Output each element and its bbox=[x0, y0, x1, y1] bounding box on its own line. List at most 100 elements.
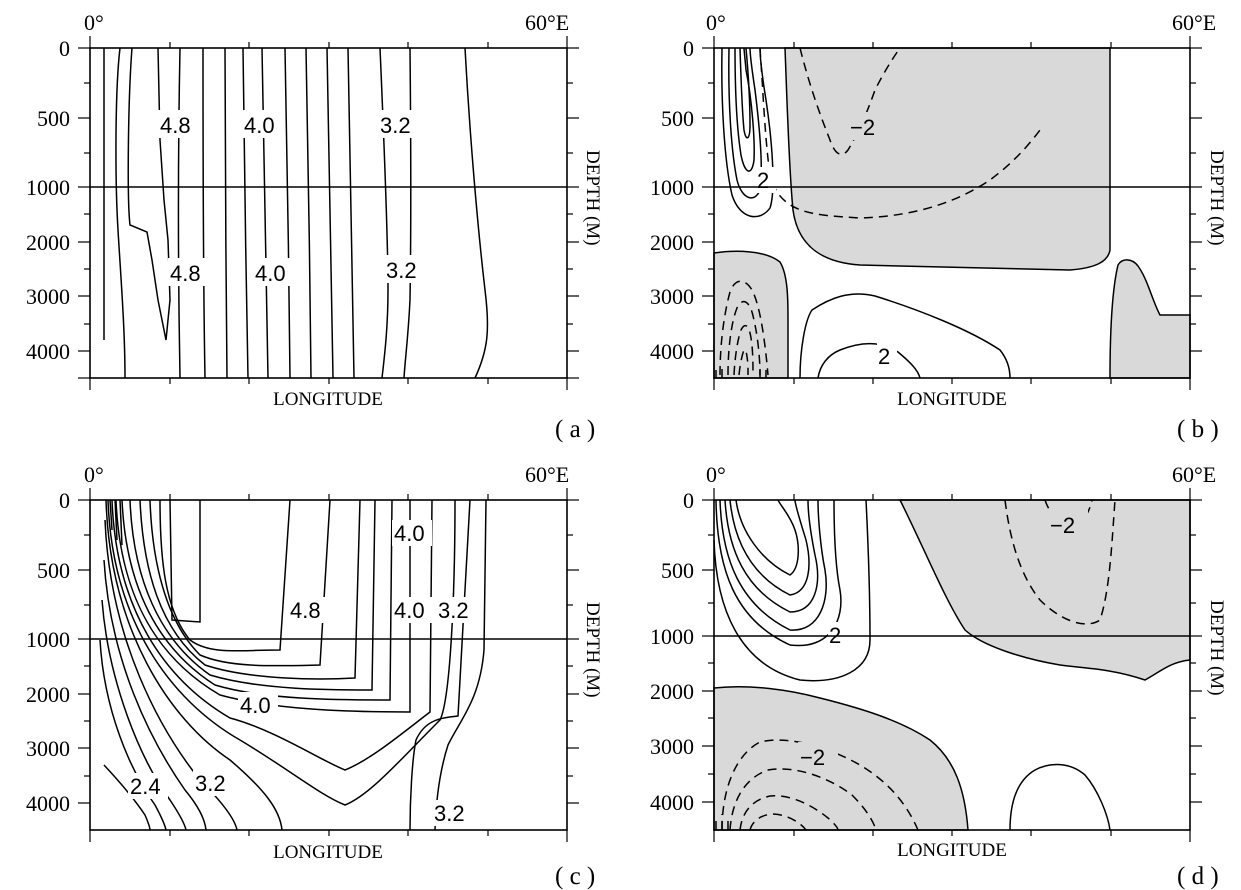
contour-label: 3.2 bbox=[434, 801, 465, 826]
axes-b bbox=[702, 36, 1202, 390]
contour-line bbox=[105, 499, 283, 831]
contour-line bbox=[817, 342, 921, 379]
contour-line bbox=[347, 47, 355, 379]
panel-c: 4.0 4.8 4.0 3.2 4.0 2.4 3.2 3.2 bbox=[26, 462, 603, 890]
axes-a bbox=[78, 36, 579, 390]
contour-line bbox=[729, 768, 877, 831]
depth-tick-label: 4000 bbox=[26, 791, 70, 816]
depth-tick-labels-a: 0 500 1000 2000 3000 4000 bbox=[26, 36, 70, 364]
panel-a: 4.8 4.0 3.2 4.8 4.0 3.2 bbox=[26, 10, 603, 443]
contour-labels-c: 4.0 4.8 4.0 3.2 4.0 2.4 3.2 3.2 bbox=[128, 520, 476, 826]
contour-label: 4.8 bbox=[160, 113, 191, 138]
contour-line bbox=[719, 499, 827, 631]
contour-label: 2.4 bbox=[130, 774, 161, 799]
contour-line bbox=[326, 47, 334, 379]
depth-tick-labels-d: 0 500 1000 2000 3000 4000 bbox=[650, 488, 694, 815]
contour-line bbox=[169, 499, 201, 623]
contour-line bbox=[739, 795, 839, 831]
contour-line bbox=[109, 499, 123, 546]
depth-tick-label: 3000 bbox=[650, 284, 694, 309]
lon-left-label: 0° bbox=[706, 10, 726, 35]
contour-line bbox=[139, 499, 361, 680]
contour-line bbox=[242, 47, 249, 379]
contour-label: 3.2 bbox=[195, 771, 226, 796]
depth-tick-label: 0 bbox=[59, 36, 70, 61]
contour-line bbox=[738, 348, 749, 376]
contour-line bbox=[149, 499, 331, 667]
depth-tick-label: 3000 bbox=[650, 734, 694, 759]
panel-label-d: ( d ) bbox=[1177, 863, 1219, 890]
depth-tick-label: 500 bbox=[37, 558, 70, 583]
contour-label: 4.0 bbox=[394, 598, 425, 623]
contour-line bbox=[305, 47, 312, 379]
contour-line bbox=[107, 499, 456, 806]
lon-ticks-a bbox=[89, 36, 568, 390]
contour-line bbox=[727, 300, 761, 376]
panel-label-a: ( a ) bbox=[555, 416, 595, 443]
contour-line bbox=[409, 499, 471, 831]
panel-label-c: ( c ) bbox=[555, 863, 595, 890]
depth-tick-label: 1000 bbox=[26, 175, 70, 200]
shading-d bbox=[713, 499, 1191, 831]
axes-d bbox=[702, 488, 1202, 842]
depth-tick-labels-b: 0 500 1000 2000 3000 4000 bbox=[650, 36, 694, 364]
ylabel-c: DEPTH (M) bbox=[582, 602, 603, 698]
panel-b: −2 2 2 bbox=[650, 10, 1227, 443]
lon-right-label: 60°E bbox=[525, 462, 569, 487]
contour-line bbox=[115, 47, 126, 379]
contour-line bbox=[224, 47, 228, 379]
contour-label: 2 bbox=[878, 344, 890, 369]
depth-tick-label: 2000 bbox=[26, 230, 70, 255]
contour-line bbox=[713, 499, 871, 682]
contour-line bbox=[99, 639, 167, 831]
contour-line bbox=[729, 499, 810, 596]
contour-line bbox=[759, 47, 1041, 219]
lon-left-label: 0° bbox=[706, 462, 726, 487]
contour-line bbox=[739, 47, 751, 139]
xlabel-b: LONGITUDE bbox=[897, 389, 1007, 410]
axes-c bbox=[78, 488, 579, 842]
depth-tick-label: 1000 bbox=[650, 175, 694, 200]
contour-label: 4.0 bbox=[240, 693, 271, 718]
contour-line bbox=[103, 559, 207, 831]
contour-label: 4.8 bbox=[170, 261, 201, 286]
contour-line bbox=[261, 47, 269, 379]
depth-tick-label: 3000 bbox=[26, 736, 70, 761]
contour-line bbox=[284, 47, 291, 379]
contour-line bbox=[159, 499, 291, 652]
contour-line bbox=[202, 47, 206, 379]
depth-tick-label: 2000 bbox=[26, 682, 70, 707]
ylabel-d: DEPTH (M) bbox=[1206, 600, 1227, 696]
contour-line bbox=[111, 499, 433, 771]
contours-c bbox=[99, 499, 487, 831]
contour-line bbox=[103, 764, 151, 831]
contour-label: −2 bbox=[800, 745, 825, 770]
panel-label-b: ( b ) bbox=[1177, 416, 1219, 443]
contour-label: −2 bbox=[850, 115, 875, 140]
depth-ticks-a bbox=[78, 47, 579, 379]
depth-tick-label: 0 bbox=[683, 488, 694, 513]
depth-tick-labels-c: 0 500 1000 2000 3000 4000 bbox=[26, 488, 70, 816]
contour-line bbox=[121, 499, 393, 701]
lon-left-label: 0° bbox=[84, 462, 104, 487]
contour-label: 3.2 bbox=[380, 113, 411, 138]
contour-line bbox=[724, 499, 819, 613]
contour-line bbox=[721, 47, 774, 218]
contour-labels-a: 4.8 4.0 3.2 4.8 4.0 3.2 bbox=[158, 110, 424, 286]
contour-line bbox=[1009, 763, 1111, 831]
lon-left-label: 0° bbox=[84, 10, 104, 35]
contour-line bbox=[1044, 499, 1093, 529]
contour-label: 4.8 bbox=[290, 598, 321, 623]
contour-label: 3.2 bbox=[438, 598, 469, 623]
depth-tick-label: 3000 bbox=[26, 284, 70, 309]
lon-right-label: 60°E bbox=[1172, 462, 1216, 487]
contours-d bbox=[713, 499, 1116, 831]
lon-right-label: 60°E bbox=[1172, 10, 1216, 35]
contour-line bbox=[104, 519, 238, 831]
contour-line bbox=[715, 499, 842, 647]
panel-d: −2 2 −2 bbox=[650, 462, 1227, 890]
contour-line bbox=[129, 499, 376, 691]
contour-label: −2 bbox=[1050, 513, 1075, 538]
shading-b bbox=[713, 47, 1191, 379]
